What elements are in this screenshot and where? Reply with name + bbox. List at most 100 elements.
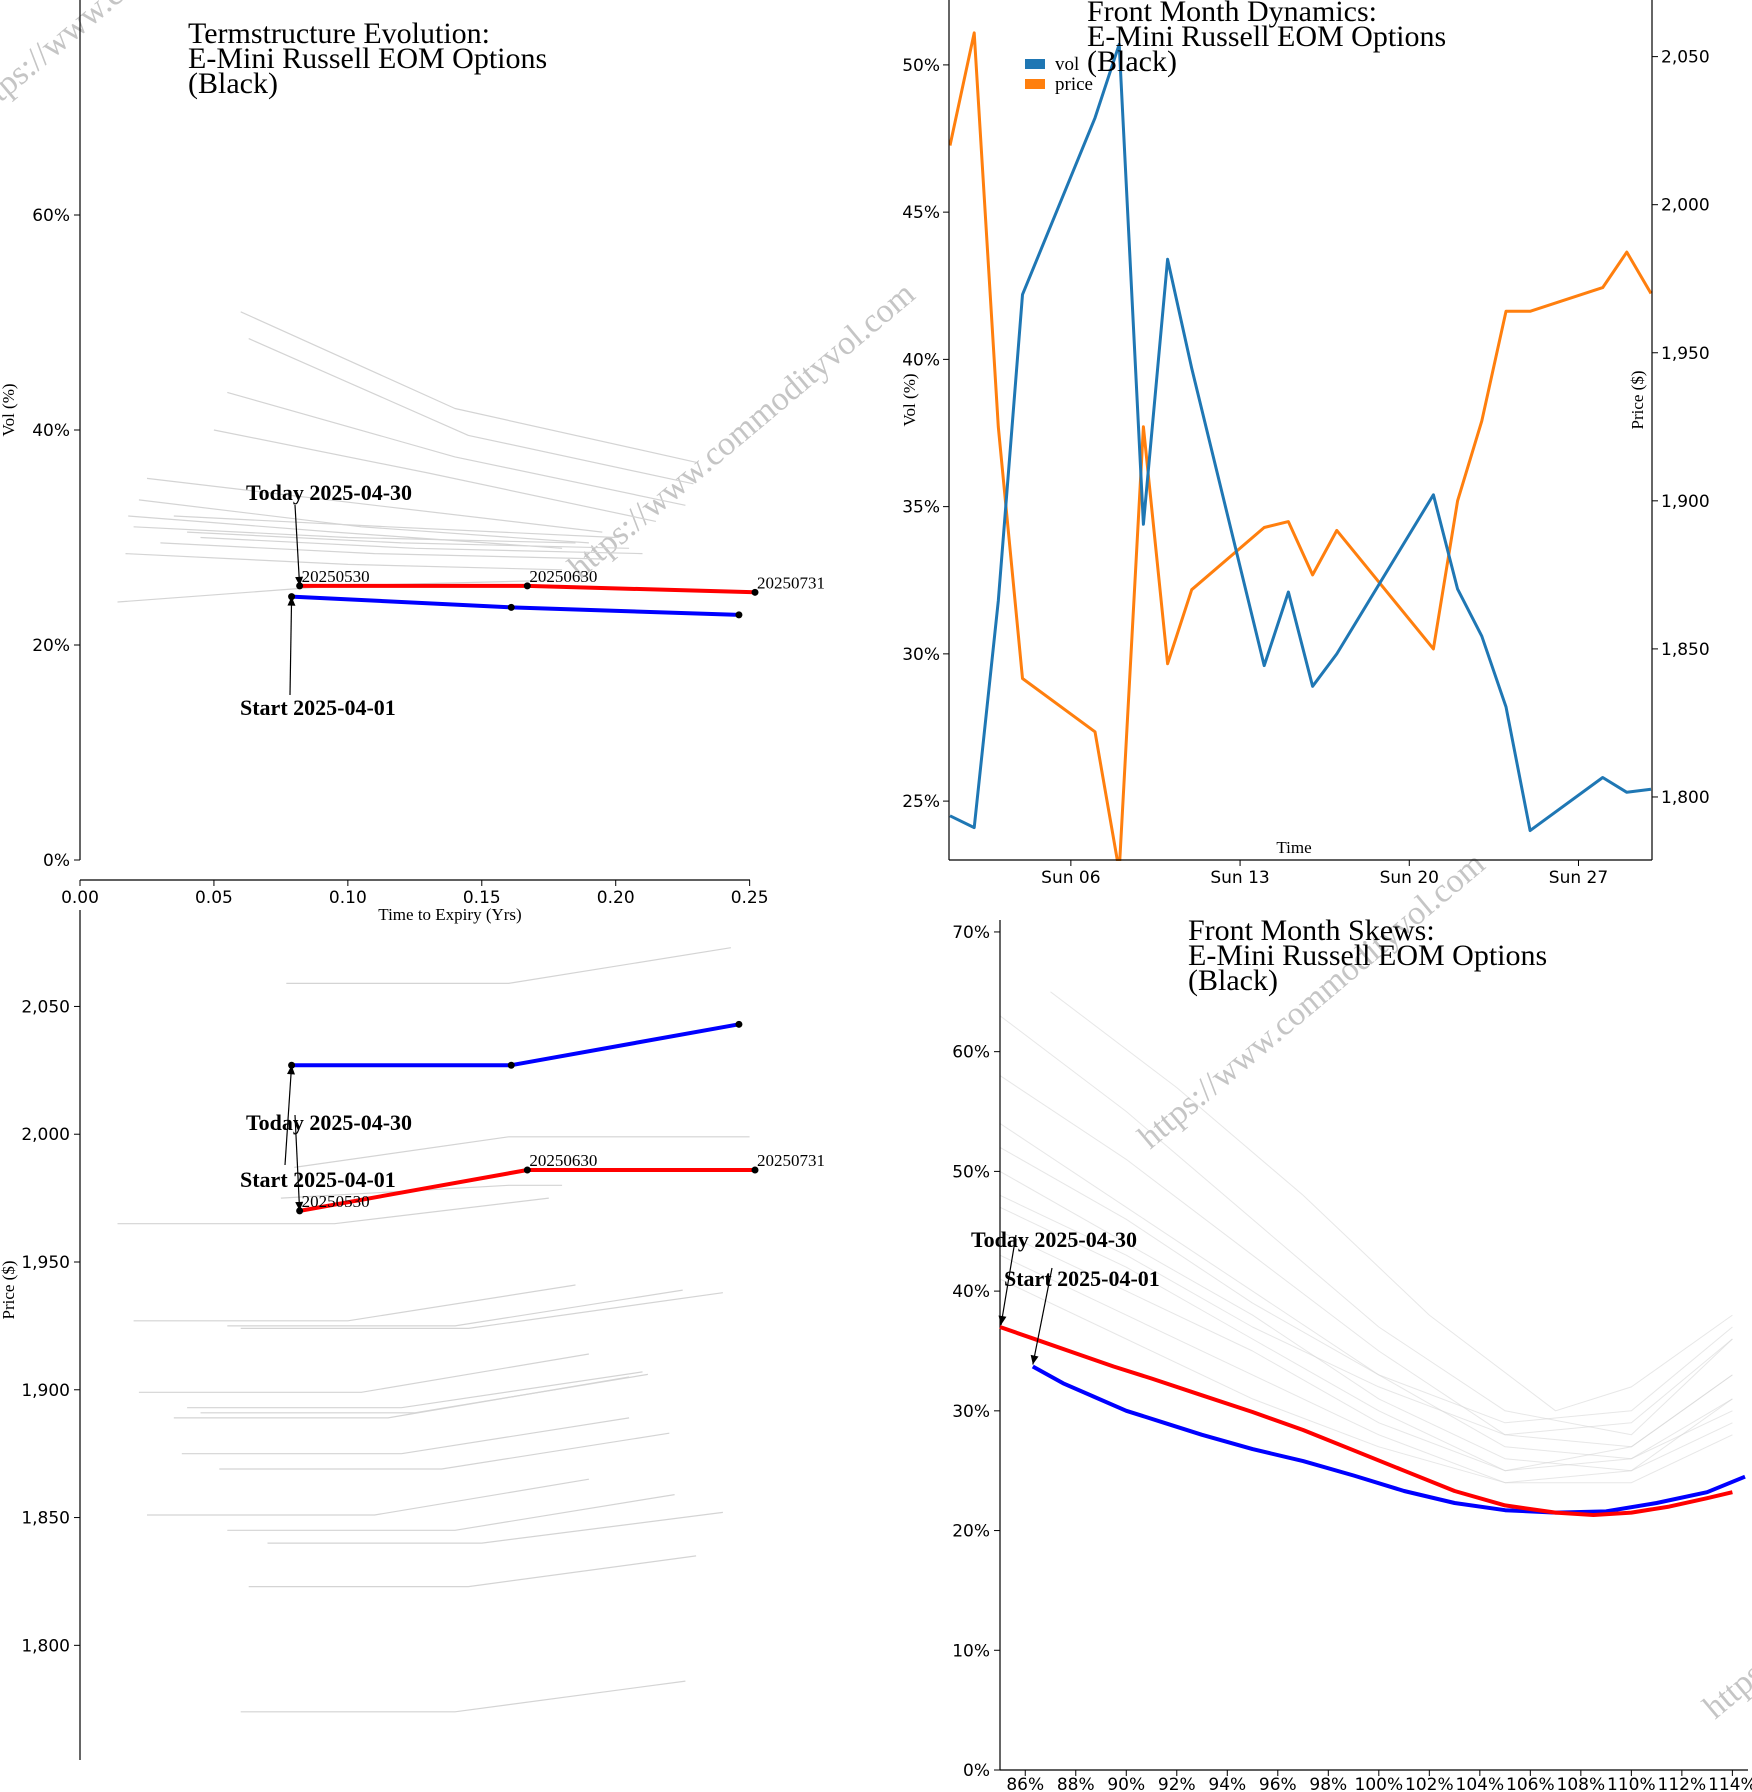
history-line-8 [138,1353,589,1393]
history-line-13 [219,1432,670,1470]
today-arrow [294,1114,301,1211]
y-tick-label: 40% [902,350,940,370]
history-line-14 [147,1478,589,1516]
chart-title-line-3: (Black) [1087,45,1177,78]
y-axis-label: Vol (%) [0,383,18,436]
history-line-12 [160,542,603,560]
legend-label-price: price [1055,74,1093,95]
history-line-7 [240,1292,723,1330]
y2-tick-label: 1,950 [1661,344,1710,364]
history-line-6 [999,1206,1733,1472]
x-tick-label: 0.10 [329,888,367,908]
x-tick-label: 100% [1355,1775,1404,1792]
watermark-bottom-right: https://www.commodityvol.com [1696,1415,1752,1726]
history-line-8 [128,515,563,549]
x-axis-label: Time to Expiry (Yrs) [378,905,521,924]
y-tick-label: 1,800 [21,1636,70,1656]
chart-title-line-3: (Black) [1188,964,1278,997]
plot-area [949,31,1652,861]
history-line-9 [173,515,616,539]
start-arrow [284,1065,293,1166]
start-point [507,603,515,611]
x-tick-label: Sun 20 [1380,868,1439,888]
start-arrow [1032,1267,1053,1365]
y-tick-label: 1,850 [21,1509,70,1529]
today-point-label: 20250530 [302,567,370,586]
termstructure-vol-chart: 0% 20% 40% 60% 0.00 0.05 0.10 0.15 0.20 0.25 Time … [0,0,825,924]
history-line-10 [187,531,630,549]
y2-tick-label: 1,900 [1661,492,1710,512]
history-line-9 [187,1371,643,1409]
start-arrow [289,596,293,696]
today-point-label: 20250630 [529,567,597,586]
today-arrow-head [295,1201,304,1211]
history-line-1 [240,311,697,463]
chart-title-line-2: E-Mini Russell EOM Options [188,42,547,75]
x-tick-label: Sun 06 [1041,868,1100,888]
today-annotation: Today 2025-04-30 [246,480,412,505]
today-point-label: 20250530 [302,1192,370,1211]
legend-label-vol: vol [1055,54,1079,75]
x-tick-label: 110% [1607,1775,1656,1792]
y-tick-label: 0% [963,1761,990,1781]
history-line-2 [248,338,694,485]
history-line-13 [125,553,563,571]
price-series-line [949,31,1652,861]
chart-title-line-2: E-Mini Russell EOM Options [1188,939,1547,972]
today-point-label: 20250731 [757,1151,825,1170]
y-tick-label: 70% [952,923,990,943]
history-line-9 [999,1278,1733,1484]
x-tick-label: 112% [1658,1775,1707,1792]
history-line-3 [227,391,686,506]
x-tick-label: 96% [1259,1775,1297,1792]
today-point [523,582,531,590]
x-tick-label: 90% [1107,1775,1145,1792]
history-line-1 [1050,991,1733,1412]
x-tick-label: 0.15 [463,888,501,908]
y2-tick-label: 1,850 [1661,640,1710,660]
x-tick-label: 0.25 [731,888,769,908]
y-tick-label: 20% [952,1522,990,1542]
y-axis-label: Price ($) [0,1260,18,1319]
start-point [735,611,743,619]
start-point [735,1020,743,1028]
history-line-11 [200,536,643,555]
chart-title-line-3: (Black) [188,67,278,100]
start-annotation: Start 2025-04-01 [240,695,396,720]
today-arrow [294,504,301,586]
legend-swatch-vol [1025,59,1045,69]
history-line-7 [133,526,576,544]
y-axis-label: Vol (%) [900,373,919,426]
today-point-label: 20250731 [757,573,825,592]
today-point [523,1166,531,1174]
x-tick-label: 92% [1158,1775,1196,1792]
x-tick-label: 94% [1208,1775,1246,1792]
y-tick-label: 30% [952,1402,990,1422]
today-series-line [999,1325,1733,1517]
y2-tick-label: 2,000 [1661,196,1710,216]
history-line-3 [280,1184,563,1199]
y-tick-label: 2,050 [21,997,70,1017]
y-tick-label: 20% [32,636,70,656]
termstructure-price-chart: 1,800 1,850 1,900 1,950 2,000 2,050 Price ($) 2… [0,910,825,1760]
x-tick-label: 108% [1557,1775,1606,1792]
y-tick-label: 60% [952,1043,990,1063]
y2-axis-label: Price ($) [1628,370,1647,429]
today-point [751,588,759,596]
start-annotation: Start 2025-04-01 [240,1167,396,1192]
x-tick-label: 0.05 [195,888,233,908]
history-line-11 [173,1376,630,1419]
history-line-2 [294,1136,750,1168]
history-line-6 [227,1289,683,1327]
y-tick-label: 45% [902,203,940,223]
y-tick-label: 30% [902,645,940,665]
today-point-label: 20250630 [529,1151,597,1170]
history-line-11 [999,1146,1733,1424]
x-tick-label: Sun 27 [1549,868,1608,888]
x-axis-label: Time [1276,838,1311,857]
today-point [751,1166,759,1174]
history-line-5 [133,1284,576,1322]
y-tick-label: 60% [32,206,70,226]
chart-title-line-1: Front Month Dynamics: [1087,0,1377,28]
